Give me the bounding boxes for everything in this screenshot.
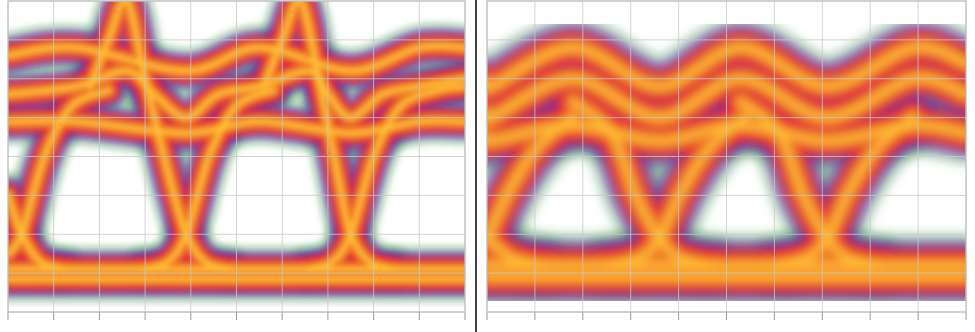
grid-line [487,117,966,118]
tick-mark [53,312,54,320]
grid-line [8,195,465,196]
trace-glow [90,1,227,269]
trace-glow [310,87,465,270]
tick-mark [236,312,237,320]
grid-line [487,78,966,79]
separator [475,0,477,332]
signal-trace [779,118,913,266]
eye-panel [8,0,465,320]
grid-line [8,39,465,40]
plot-frame [8,1,465,312]
grid-line [487,273,966,274]
tick-mark [870,312,871,320]
signal-trace [310,87,465,270]
tick-mark [465,312,466,320]
tick-mark [726,312,727,320]
signal-trace [90,1,227,269]
eye-diagrams [0,0,975,332]
grid-line [487,195,966,196]
tick-mark [966,312,967,320]
grid-line [8,156,465,157]
grid-line [487,39,966,40]
signal-trace [487,238,540,265]
signal-trace [8,195,63,269]
plot-background [8,1,465,312]
tick-mark [99,312,100,320]
eye-panel [484,1,966,320]
trace-glow [8,90,109,253]
grid-line [8,117,465,118]
tick-mark [678,312,679,320]
tick-mark [8,312,9,320]
tick-mark [419,312,420,320]
tick-mark [918,312,919,320]
plot-frame [487,1,966,312]
signal-trace [8,90,109,253]
tick-mark [282,312,283,320]
tick-mark [190,312,191,320]
tick-mark [145,312,146,320]
grid-line [8,273,465,274]
tick-mark [487,312,488,320]
tick-mark [534,312,535,320]
tick-mark [327,312,328,320]
tick-mark [630,312,631,320]
grid-line [487,156,966,157]
grid-line [8,234,465,235]
tick-mark [774,312,775,320]
trace-glow [8,195,63,269]
signal-trace [487,118,573,239]
trace-glow [487,238,540,265]
tick-mark [373,312,374,320]
tick-mark [822,312,823,320]
grid-line [487,234,966,235]
tick-mark [582,312,583,320]
grid-line [8,78,465,79]
